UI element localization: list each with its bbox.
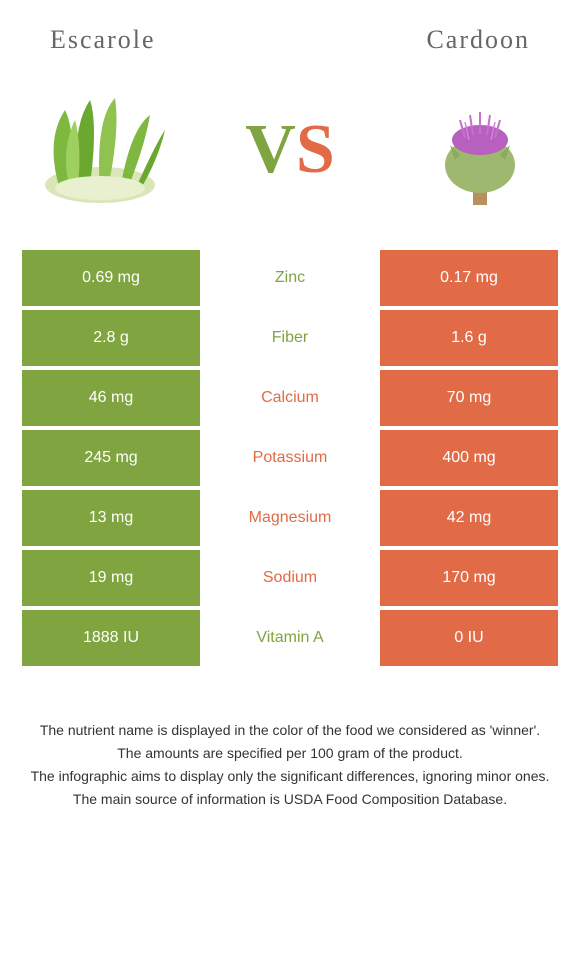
right-value: 170 mg xyxy=(380,550,558,606)
cardoon-image xyxy=(400,85,560,215)
left-value: 1888 IU xyxy=(22,610,200,666)
left-value: 245 mg xyxy=(22,430,200,486)
nutrient-label: Magnesium xyxy=(200,490,380,546)
table-row: 0.69 mg Zinc 0.17 mg xyxy=(22,250,558,306)
table-row: 13 mg Magnesium 42 mg xyxy=(22,490,558,546)
footer-line: The amounts are specified per 100 gram o… xyxy=(30,743,550,764)
comparison-table: 0.69 mg Zinc 0.17 mg 2.8 g Fiber 1.6 g 4… xyxy=(0,250,580,666)
table-row: 19 mg Sodium 170 mg xyxy=(22,550,558,606)
left-value: 0.69 mg xyxy=(22,250,200,306)
vs-row: V S xyxy=(0,65,580,250)
right-food-title: Cardoon xyxy=(426,25,530,55)
nutrient-label: Fiber xyxy=(200,310,380,366)
table-row: 46 mg Calcium 70 mg xyxy=(22,370,558,426)
nutrient-label: Sodium xyxy=(200,550,380,606)
left-value: 13 mg xyxy=(22,490,200,546)
footer-line: The main source of information is USDA F… xyxy=(30,789,550,810)
table-row: 2.8 g Fiber 1.6 g xyxy=(22,310,558,366)
left-value: 2.8 g xyxy=(22,310,200,366)
header: Escarole Cardoon xyxy=(0,0,580,65)
nutrient-label: Potassium xyxy=(200,430,380,486)
left-food-title: Escarole xyxy=(50,25,156,55)
left-value: 19 mg xyxy=(22,550,200,606)
right-value: 42 mg xyxy=(380,490,558,546)
right-value: 1.6 g xyxy=(380,310,558,366)
right-value: 400 mg xyxy=(380,430,558,486)
v-letter: V xyxy=(245,110,296,190)
table-row: 245 mg Potassium 400 mg xyxy=(22,430,558,486)
nutrient-label: Calcium xyxy=(200,370,380,426)
footer-line: The infographic aims to display only the… xyxy=(30,766,550,787)
vs-label: V S xyxy=(245,110,335,190)
nutrient-label: Vitamin A xyxy=(200,610,380,666)
right-value: 0.17 mg xyxy=(380,250,558,306)
footer-line: The nutrient name is displayed in the co… xyxy=(30,720,550,741)
left-value: 46 mg xyxy=(22,370,200,426)
table-row: 1888 IU Vitamin A 0 IU xyxy=(22,610,558,666)
right-value: 0 IU xyxy=(380,610,558,666)
s-letter: S xyxy=(296,110,335,190)
escarole-image xyxy=(20,85,180,215)
right-value: 70 mg xyxy=(380,370,558,426)
footer-notes: The nutrient name is displayed in the co… xyxy=(0,670,580,832)
nutrient-label: Zinc xyxy=(200,250,380,306)
